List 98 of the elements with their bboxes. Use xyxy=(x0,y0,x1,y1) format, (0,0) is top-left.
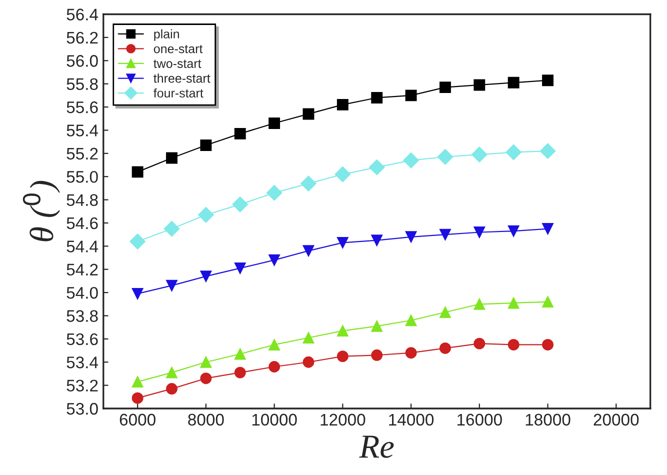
y-tick-label: 54.6 xyxy=(66,217,98,230)
point xyxy=(166,366,178,378)
point xyxy=(542,296,554,308)
point xyxy=(474,226,486,238)
x-axis-title: Re xyxy=(359,436,394,458)
point xyxy=(336,350,348,362)
y-tick-label: 55.4 xyxy=(66,124,98,136)
y-tick-label: 56.2 xyxy=(66,32,98,44)
point xyxy=(300,176,316,192)
point xyxy=(302,108,314,120)
y-tick-label: 53.0 xyxy=(66,402,98,415)
y-tick-label: 55.8 xyxy=(66,78,98,90)
point xyxy=(439,306,451,318)
point xyxy=(200,356,212,368)
y-tick-label: 53.8 xyxy=(66,310,98,322)
x-tick-label: 20000 xyxy=(594,414,639,426)
y-tick-label: 55.0 xyxy=(66,170,98,183)
point xyxy=(200,140,212,152)
y-tick-label: 53.6 xyxy=(66,333,98,346)
point xyxy=(371,320,383,332)
point xyxy=(336,98,348,110)
point xyxy=(166,152,178,164)
y-tick-label: 54.2 xyxy=(66,264,98,276)
point xyxy=(474,298,486,310)
y-tick-label: 53.2 xyxy=(66,380,98,392)
point xyxy=(132,376,144,388)
point xyxy=(474,79,486,91)
point xyxy=(371,234,383,246)
y-tick-label: 53.4 xyxy=(66,356,98,368)
point xyxy=(437,148,454,165)
x-tick-label: 12000 xyxy=(320,414,366,426)
y-axis-title: θ ($^{0}$) xyxy=(22,180,60,242)
point xyxy=(439,228,451,240)
point xyxy=(508,338,520,350)
point xyxy=(439,342,451,354)
point xyxy=(542,338,554,350)
point xyxy=(268,338,280,350)
x-tick-label: 10000 xyxy=(252,414,297,426)
point xyxy=(506,144,522,160)
point xyxy=(508,297,520,309)
point xyxy=(132,288,144,300)
y-tick-label: 55.6 xyxy=(66,101,98,114)
point xyxy=(268,118,280,129)
y-tick-label: 56.4 xyxy=(66,8,98,20)
point xyxy=(266,184,282,201)
point xyxy=(268,361,280,372)
y-tick-label: 56.0 xyxy=(66,55,98,67)
point xyxy=(371,349,383,361)
point xyxy=(405,347,417,359)
point xyxy=(508,225,520,237)
point xyxy=(508,76,520,88)
point xyxy=(540,143,556,159)
y-tick-label: 54.4 xyxy=(66,240,98,252)
point xyxy=(336,325,348,337)
point xyxy=(405,231,417,243)
point xyxy=(542,74,554,86)
point xyxy=(132,166,144,178)
x-tick-label: 6000 xyxy=(120,414,156,426)
point xyxy=(200,270,212,282)
x-tick-label: 16000 xyxy=(458,414,502,426)
point xyxy=(302,356,314,368)
legend-label: plain xyxy=(154,29,179,41)
point xyxy=(472,146,488,162)
point xyxy=(132,392,144,404)
point xyxy=(334,166,351,182)
y-tick-label: 55.2 xyxy=(66,148,98,160)
y-tick-label: 54.0 xyxy=(66,286,98,299)
point xyxy=(234,262,246,274)
point xyxy=(302,332,314,344)
legend-label: three-start xyxy=(154,74,210,83)
legend-label: one-start xyxy=(154,45,203,54)
point xyxy=(166,383,178,395)
legend-label: four-start xyxy=(154,88,204,98)
x-tick-label: 14000 xyxy=(389,414,434,426)
x-tick-label: 18000 xyxy=(526,414,570,426)
point xyxy=(130,234,146,250)
y-tick-label: 54.8 xyxy=(66,194,98,206)
point xyxy=(198,206,214,223)
point xyxy=(200,372,212,384)
point xyxy=(268,254,280,266)
point xyxy=(405,314,417,326)
point xyxy=(166,280,178,292)
point xyxy=(234,366,246,378)
point xyxy=(336,236,348,248)
point xyxy=(371,92,383,104)
point xyxy=(403,152,419,168)
point xyxy=(405,90,417,102)
point xyxy=(234,128,246,140)
point xyxy=(232,196,248,212)
point xyxy=(474,338,486,350)
point xyxy=(164,220,180,237)
point xyxy=(542,223,554,234)
legend-label: two-start xyxy=(154,60,202,68)
point xyxy=(439,82,451,94)
point xyxy=(234,348,246,360)
point xyxy=(302,245,314,257)
point xyxy=(368,159,385,176)
x-tick-label: 8000 xyxy=(188,414,224,426)
